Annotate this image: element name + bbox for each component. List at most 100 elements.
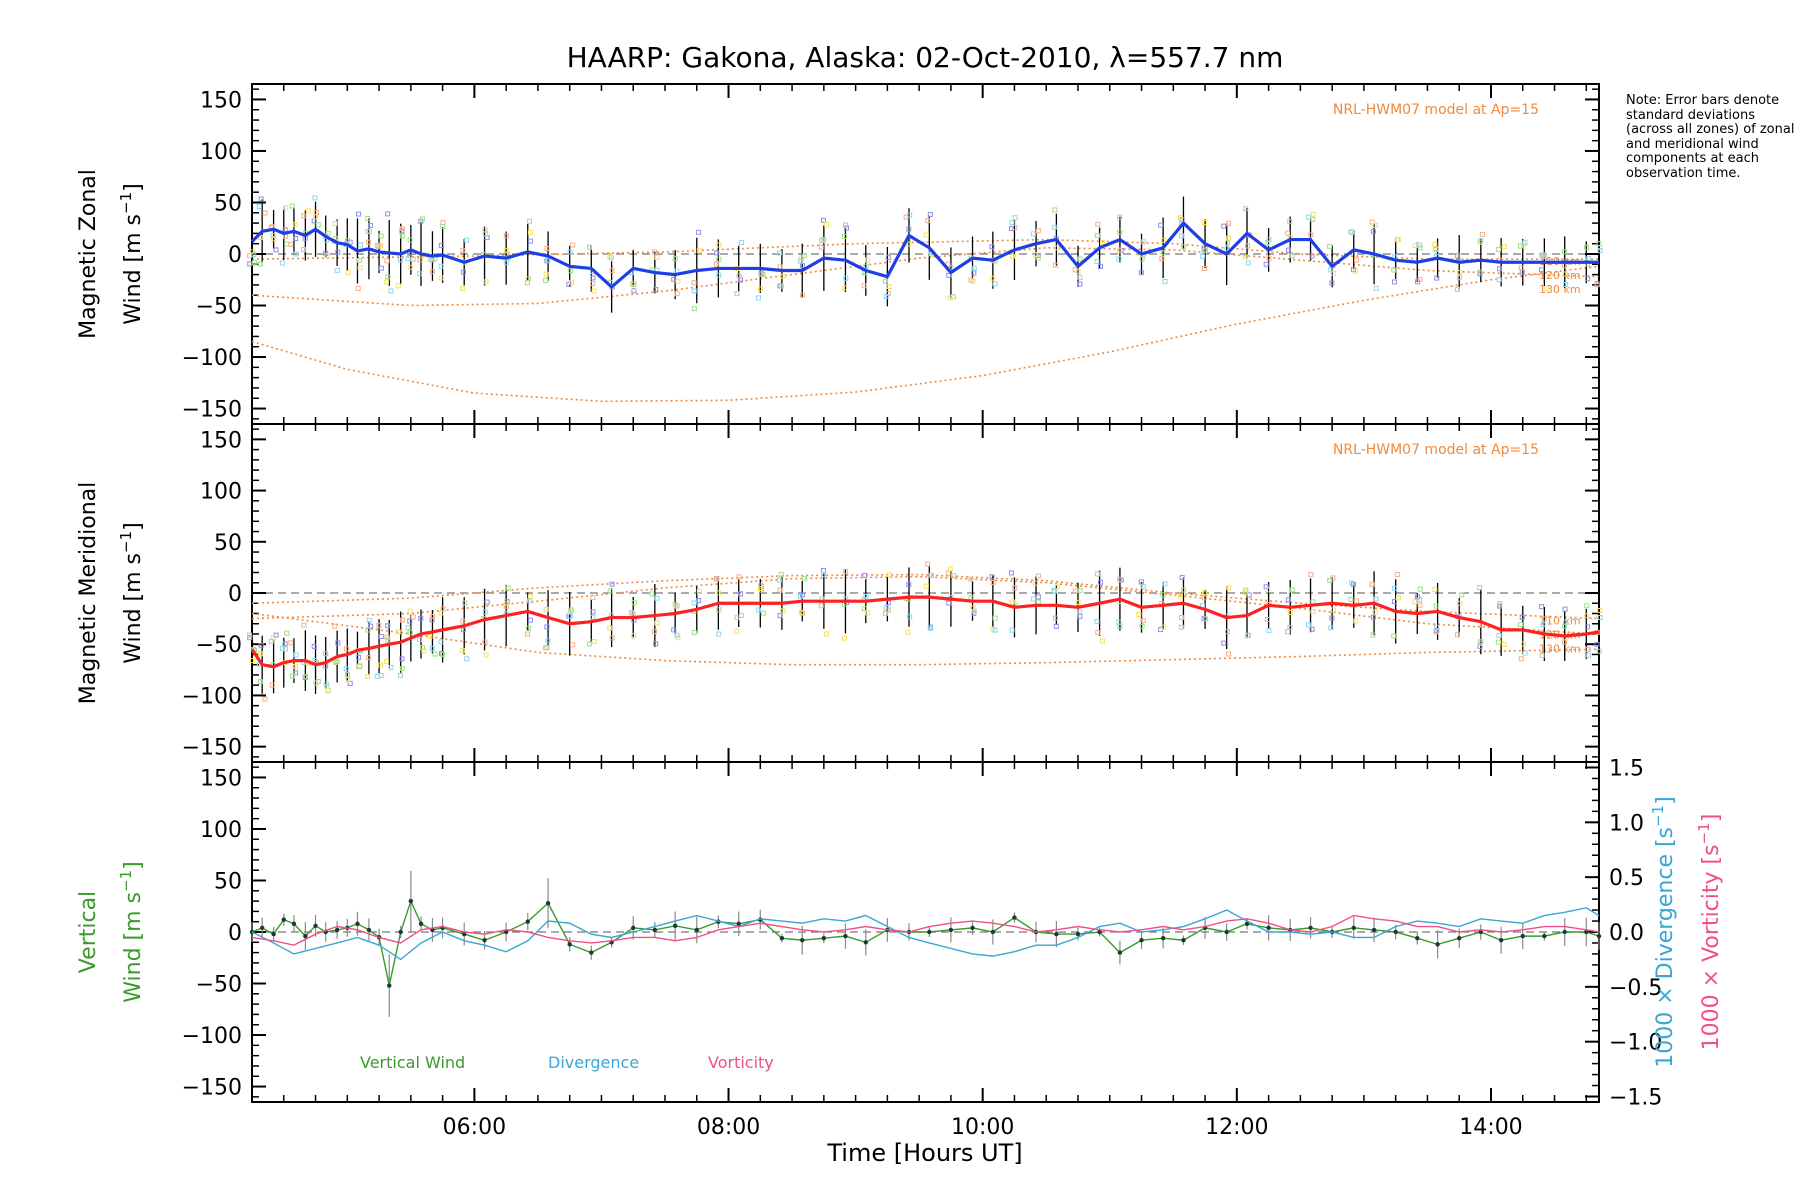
zone-point (395, 629, 401, 635)
zone-point (293, 251, 299, 257)
zone-point (271, 236, 277, 242)
zone-point (527, 598, 533, 604)
zone-point (1072, 588, 1078, 594)
zone-point (378, 673, 384, 679)
zone-point (1054, 245, 1060, 251)
zone-point (1432, 586, 1438, 592)
zone-point (1242, 254, 1248, 260)
zone-point (1518, 265, 1524, 271)
zone-point (1348, 597, 1354, 603)
zone-point (366, 239, 372, 245)
zone-point (460, 627, 466, 633)
zone-point (527, 218, 533, 224)
zone-point (992, 615, 998, 621)
zone-point (1136, 612, 1142, 618)
zone-point (528, 238, 534, 244)
zone-point (460, 286, 466, 292)
model-series-label: 110 km (1539, 615, 1581, 628)
zone-point (482, 231, 488, 237)
vertical-wind-point (1596, 933, 1602, 939)
zone-point (1030, 231, 1036, 237)
zone-point (357, 242, 363, 248)
zone-point (1477, 643, 1483, 649)
zone-point (1245, 632, 1251, 638)
zone-point (289, 203, 295, 209)
zone-point (818, 244, 824, 250)
zone-point (1098, 579, 1104, 585)
zone-point (798, 258, 804, 264)
zone-point (1162, 581, 1168, 587)
zone-point (1305, 214, 1311, 220)
zone-point (1433, 629, 1439, 635)
zone-point (374, 242, 380, 248)
zone-point (1308, 571, 1314, 577)
zone-point (503, 247, 509, 253)
zone-point (780, 273, 786, 279)
zone-point (397, 257, 403, 263)
y2-tick-label: 0.5 (1609, 866, 1644, 891)
zone-point (503, 260, 509, 266)
y-axis-unit-label: Wind [m s−1] (117, 861, 146, 1002)
y-tick-label: −150 (182, 736, 242, 761)
zone-point (1008, 570, 1014, 576)
zone-point (1117, 576, 1123, 582)
zone-point (696, 588, 702, 594)
vertical-wind-point (1139, 938, 1144, 943)
zone-point (1221, 640, 1227, 646)
zone-point (374, 673, 380, 679)
zone-point (1285, 230, 1291, 236)
zone-point (1539, 604, 1545, 610)
zone-point (483, 652, 489, 658)
zone-point (1177, 593, 1183, 599)
zone-point (1287, 218, 1293, 224)
zone-point (736, 273, 742, 279)
zone-point (429, 617, 435, 623)
zone-point (1201, 595, 1207, 601)
zone-point (269, 682, 275, 688)
zone-point (1373, 285, 1379, 291)
zone-point (1160, 250, 1166, 256)
zone-point (325, 230, 331, 236)
vertical-wind-point (652, 927, 658, 933)
zone-point (429, 613, 435, 619)
zone-point (1117, 229, 1123, 235)
zone-point (821, 571, 827, 577)
vertical-wind-point (800, 938, 805, 943)
zone-point (1054, 583, 1060, 589)
zone-point (1395, 595, 1401, 601)
zone-point (1372, 222, 1378, 228)
zone-point (654, 620, 660, 626)
zone-point (347, 680, 353, 686)
zone-point (288, 640, 294, 646)
zone-point (503, 233, 509, 239)
vertical-wind-point (1012, 915, 1017, 920)
zone-point (843, 275, 849, 281)
vorticity-line (251, 914, 1600, 946)
zone-point (399, 226, 405, 232)
zone-point (420, 216, 426, 222)
zone-point (1095, 221, 1101, 227)
y-tick-label: 150 (200, 766, 242, 791)
zone-point (651, 629, 657, 635)
zone-point (357, 257, 363, 263)
vertical-wind-point (1478, 929, 1484, 935)
zone-point (432, 651, 438, 657)
zone-point (1052, 262, 1058, 268)
zone-point (906, 582, 912, 588)
zone-point (945, 570, 951, 576)
zone-point (672, 602, 678, 608)
zone-point (713, 261, 719, 267)
zone-point (313, 680, 319, 686)
zone-point (256, 203, 262, 209)
zone-point (906, 226, 912, 232)
error-bar-note: Note: Error bars denote standard deviati… (1626, 93, 1795, 181)
zone-point (384, 258, 390, 264)
vertical-wind-point (1584, 929, 1589, 935)
zone-point (1246, 592, 1252, 598)
zone-point (1201, 265, 1207, 271)
zone-point (312, 195, 318, 201)
zone-point (1033, 251, 1039, 257)
vertical-wind-point (927, 929, 932, 935)
zone-point (716, 631, 722, 637)
y-tick-label: −150 (182, 1076, 242, 1101)
